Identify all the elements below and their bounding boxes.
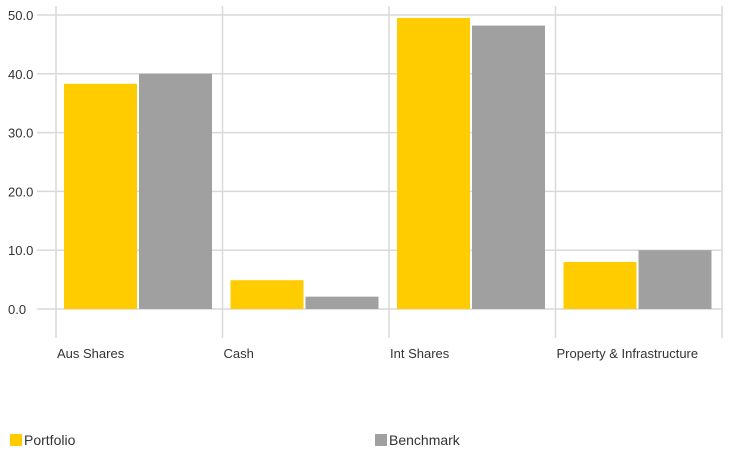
y-tick-label-5: 50.0 bbox=[8, 8, 33, 23]
x-category-label-3: Property & Infrastructure bbox=[557, 346, 699, 361]
bar-benchmark-0 bbox=[139, 73, 212, 309]
bar-benchmark-3 bbox=[638, 250, 712, 309]
y-tick-label-0: 0.0 bbox=[8, 302, 26, 317]
y-tick-label-2: 20.0 bbox=[8, 184, 33, 199]
x-category-label-0: Aus Shares bbox=[57, 346, 125, 361]
y-tick-label-1: 10.0 bbox=[8, 243, 33, 258]
bar-portfolio-1 bbox=[230, 280, 304, 309]
bar-portfolio-0 bbox=[64, 83, 137, 310]
bar-benchmark-1 bbox=[305, 296, 379, 309]
bar-benchmark-2 bbox=[472, 25, 545, 310]
y-axis-tick-labels: 0.0 10.0 20.0 30.0 40.0 50.0 bbox=[8, 8, 33, 317]
y-tick-label-3: 30.0 bbox=[8, 126, 33, 141]
legend-item-portfolio: Portfolio bbox=[10, 432, 75, 448]
y-tick-label-4: 40.0 bbox=[8, 67, 33, 82]
legend-swatch-portfolio bbox=[10, 434, 22, 446]
bar-portfolio-2 bbox=[397, 17, 470, 309]
x-axis-category-labels: Aus Shares Cash Int Shares Property & Infra… bbox=[57, 346, 698, 361]
legend-swatch-benchmark bbox=[375, 434, 387, 446]
legend-label-benchmark: Benchmark bbox=[389, 432, 460, 448]
legend-item-benchmark: Benchmark bbox=[375, 432, 460, 448]
bar-portfolio-3 bbox=[563, 261, 637, 309]
bars bbox=[64, 17, 712, 310]
legend-label-portfolio: Portfolio bbox=[24, 432, 76, 448]
x-category-label-1: Cash bbox=[224, 346, 254, 361]
x-category-label-2: Int Shares bbox=[390, 346, 450, 361]
